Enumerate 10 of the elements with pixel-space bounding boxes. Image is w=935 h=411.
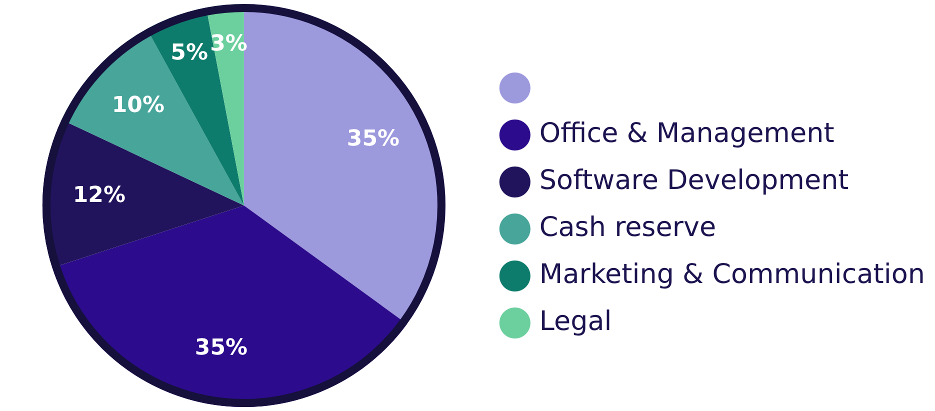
legend-label: Software Development	[539, 165, 849, 196]
data-label: 5%	[170, 40, 208, 66]
legend-label: Marketing & Communication	[539, 259, 925, 290]
legend-label: Office & Management	[539, 118, 834, 150]
legend-label: Legal	[539, 306, 612, 338]
legend-label: Cash reserve	[539, 212, 716, 244]
data-label: 35%	[194, 336, 248, 361]
data-label: 12%	[72, 183, 126, 208]
data-label: 10%	[112, 92, 165, 118]
data-label: 35%	[346, 126, 400, 152]
